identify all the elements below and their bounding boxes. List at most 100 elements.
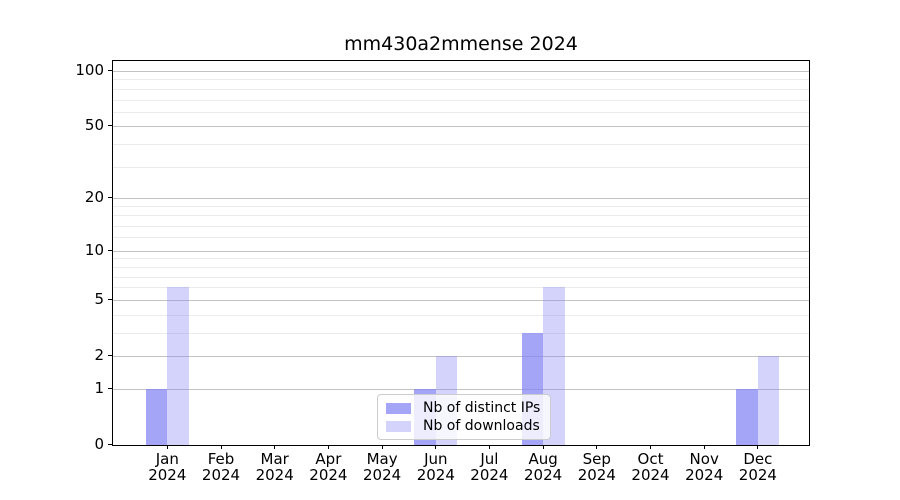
grid-line-minor: [113, 144, 809, 146]
x-tick-mark: [650, 445, 651, 449]
chart-title: mm430a2mmense 2024: [344, 33, 578, 55]
grid-line-minor: [113, 276, 809, 278]
x-tick-month: May: [366, 450, 398, 468]
x-tick-year: 2024: [255, 465, 294, 484]
y-tick-label: 10: [84, 240, 104, 259]
x-tick-mark: [381, 445, 383, 449]
x-tick-year: 2024: [201, 465, 241, 484]
y-tick-label: 0: [94, 435, 104, 453]
grid-line-minor: [113, 111, 809, 113]
y-tick-label: 5: [94, 289, 104, 308]
x-tick-month: Apr: [315, 450, 342, 468]
x-tick-label: Jun 2024: [396, 450, 476, 484]
grid-line-minor: [113, 237, 809, 239]
y-tick-label: 20: [84, 188, 104, 207]
x-tick-month: Mar: [260, 450, 289, 468]
y-tick-mark: [108, 355, 112, 356]
x-tick-month: Sep: [582, 450, 611, 468]
plot-area: [112, 60, 810, 446]
grid-line-minor: [113, 88, 809, 90]
y-tick-mark: [108, 249, 112, 251]
x-tick-mark: [542, 445, 544, 449]
x-tick-label: Jul 2024: [449, 450, 529, 484]
y-tick-mark: [108, 298, 112, 300]
grid-line-minor: [113, 225, 809, 227]
x-tick-label: Oct 2024: [611, 450, 691, 484]
x-tick-year: 2024: [470, 465, 509, 484]
x-tick-year: 2024: [577, 465, 616, 484]
y-tick-mark: [108, 125, 112, 127]
grid-line-minor: [113, 314, 809, 316]
x-tick-mark: [327, 445, 329, 449]
grid-line-minor: [113, 166, 809, 168]
grid-line-minor: [113, 215, 809, 217]
x-tick-year: 2024: [309, 465, 348, 484]
x-tick-mark: [220, 445, 222, 449]
legend-swatch: [386, 402, 411, 414]
grid-line-minor: [113, 206, 809, 208]
x-tick-year: 2024: [363, 465, 402, 484]
y-tick-label: 100: [75, 61, 104, 79]
x-tick-month: Dec: [743, 450, 773, 468]
grid-line-minor: [113, 79, 809, 81]
grid-line-minor: [113, 287, 809, 289]
grid-line-major: [113, 356, 809, 357]
x-tick-mark: [166, 445, 168, 449]
y-tick-label: 2: [94, 346, 104, 364]
x-tick-label: May 2024: [342, 450, 422, 484]
y-tick-mark: [108, 197, 112, 199]
grid-line-minor: [113, 332, 809, 334]
x-tick-label: Aug 2024: [503, 450, 583, 484]
y-tick-mark: [108, 387, 112, 389]
grid-line-minor: [113, 266, 809, 268]
x-tick-label: Apr 2024: [288, 450, 368, 484]
grid-line-major: [113, 198, 809, 200]
bar-downloads: [757, 356, 780, 445]
legend: Nb of distinct IPs Nb of downloads: [377, 394, 552, 440]
x-tick-month: Aug: [528, 450, 558, 468]
x-tick-year: 2024: [524, 465, 563, 484]
x-tick-mark: [757, 445, 759, 449]
x-tick-month: Jun: [424, 450, 448, 468]
legend-swatch: [386, 420, 411, 432]
y-tick-mark: [108, 70, 112, 71]
y-tick-mark: [108, 444, 112, 445]
grid-line-major: [113, 126, 809, 128]
x-tick-mark: [435, 445, 437, 449]
grid-line-major: [113, 71, 809, 72]
grid-line-major: [113, 250, 809, 252]
legend-label: Nb of downloads: [423, 418, 540, 434]
x-tick-label: Feb 2024: [181, 450, 261, 484]
grid-line-major: [113, 299, 809, 301]
x-tick-month: Feb: [207, 450, 235, 468]
x-tick-month: Jan: [155, 450, 179, 468]
grid-line-minor: [113, 258, 809, 260]
x-tick-label: Mar 2024: [235, 450, 315, 484]
x-tick-label: Dec 2024: [718, 450, 798, 484]
x-tick-year: 2024: [738, 465, 777, 484]
x-tick-month: Oct: [637, 450, 664, 468]
x-tick-label: Nov 2024: [664, 450, 744, 484]
x-tick-month: Jul: [480, 450, 499, 468]
legend-item: Nb of distinct IPs: [386, 400, 540, 416]
x-tick-mark: [488, 445, 490, 449]
x-tick-label: Jan 2024: [127, 450, 207, 484]
x-tick-mark: [274, 445, 276, 449]
bar-distinct-ips: [736, 388, 758, 445]
x-tick-year: 2024: [631, 465, 670, 484]
grid-line-minor: [113, 99, 809, 101]
x-tick-year: 2024: [148, 465, 187, 484]
x-tick-mark: [703, 445, 705, 449]
x-tick-year: 2024: [685, 465, 724, 484]
y-tick-label: 50: [84, 116, 104, 135]
grid-line-major: [113, 388, 809, 390]
x-tick-mark: [596, 445, 598, 449]
legend-label: Nb of distinct IPs: [423, 400, 541, 416]
x-tick-year: 2024: [416, 465, 455, 484]
bar-downloads: [167, 287, 189, 445]
legend-item: Nb of downloads: [386, 418, 540, 434]
x-tick-month: Nov: [689, 450, 719, 468]
x-tick-label: Sep 2024: [557, 450, 637, 484]
y-tick-label: 1: [94, 378, 104, 397]
